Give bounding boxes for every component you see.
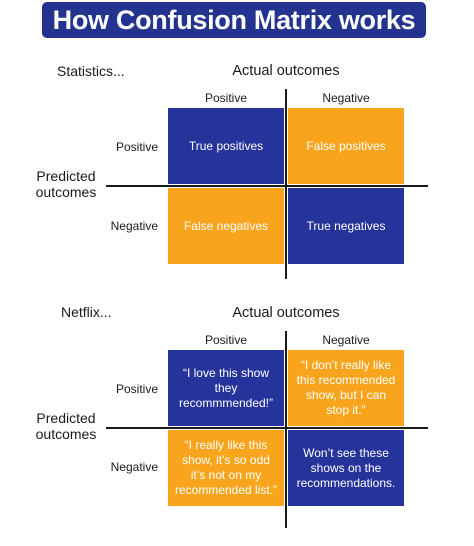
statistics-cell-true-negatives: True negatives	[288, 188, 404, 264]
netflix-cell-false-positive: “I don’t really like this recommended sh…	[288, 350, 404, 426]
statistics-cell-false-negatives: False negatives	[168, 188, 284, 264]
netflix-predicted-outcomes-label: Predicted outcomes	[26, 410, 106, 442]
netflix-vertical-divider	[285, 331, 287, 528]
title-banner: How Confusion Matrix works	[42, 2, 426, 38]
statistics-predicted-line1: Predicted	[36, 168, 96, 184]
statistics-predicted-line2: outcomes	[35, 184, 97, 200]
statistics-predicted-outcomes-label: Predicted outcomes	[26, 168, 106, 200]
statistics-cell-true-positives: True positives	[168, 108, 284, 184]
netflix-actual-outcomes-label: Actual outcomes	[232, 305, 340, 321]
statistics-row-positive: Positive	[115, 140, 158, 154]
netflix-cell-false-negative: “I really like this show, it’s so odd it…	[168, 430, 284, 506]
statistics-cell-false-positives: False positives	[288, 108, 404, 184]
netflix-predicted-line2: outcomes	[35, 426, 97, 442]
netflix-horizontal-divider	[106, 427, 428, 429]
statistics-row-negative: Negative	[110, 219, 158, 233]
statistics-col-negative: Negative	[322, 91, 370, 105]
netflix-section-label: Netflix...	[61, 304, 112, 320]
netflix-col-positive: Positive	[204, 333, 248, 347]
statistics-horizontal-divider	[106, 185, 428, 187]
page-title: How Confusion Matrix works	[52, 4, 416, 35]
statistics-section-label: Statistics...	[57, 63, 125, 79]
netflix-cell-true-positive: “I love this show they recommmended!”	[168, 350, 284, 426]
netflix-cell-true-negative: Won’t see these shows on the recommendat…	[288, 430, 404, 506]
statistics-col-positive: Positive	[204, 91, 248, 105]
statistics-actual-outcomes-label: Actual outcomes	[232, 63, 340, 79]
netflix-row-positive: Positive	[115, 382, 158, 396]
netflix-row-negative: Negative	[110, 460, 158, 474]
netflix-predicted-line1: Predicted	[36, 410, 96, 426]
netflix-col-negative: Negative	[322, 333, 370, 347]
statistics-vertical-divider	[285, 89, 287, 279]
